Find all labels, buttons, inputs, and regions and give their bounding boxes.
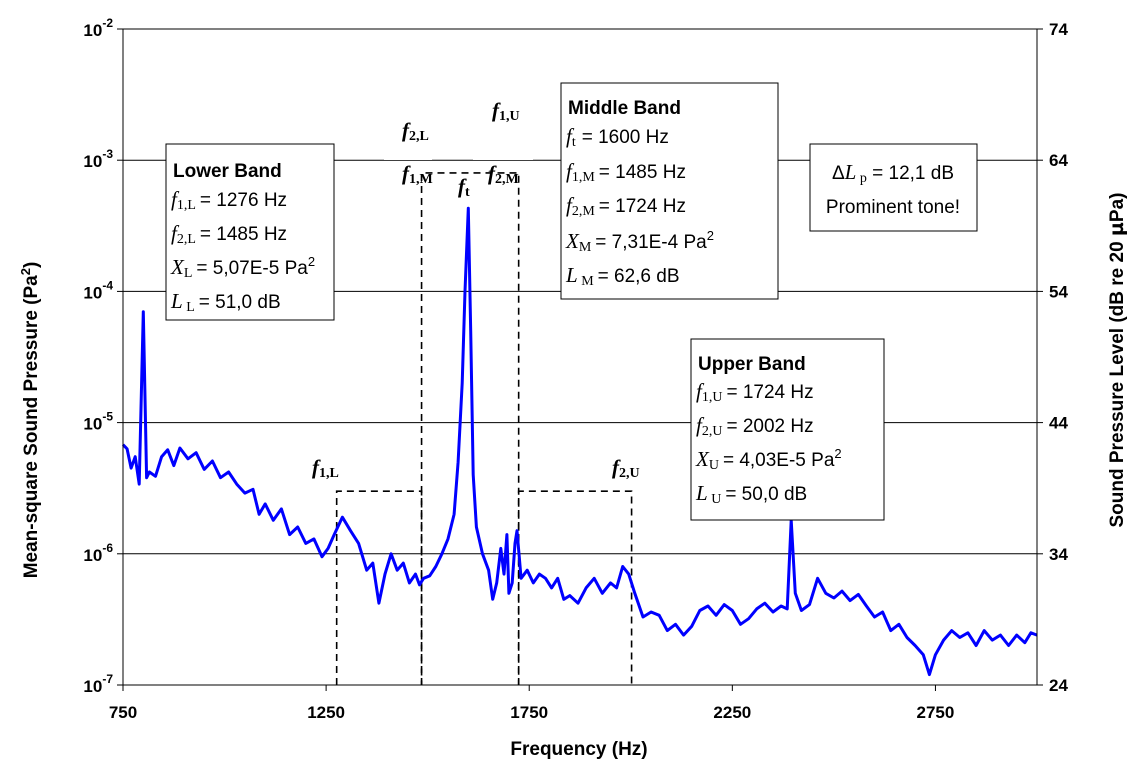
- plot-frame: [122, 28, 1038, 686]
- axis-ticks: 750 1250 1750 2250 2750 10-7 10-6 10-5 10-4 10-3 1…: [83, 16, 1068, 722]
- svg-text:L L= 51,0 dB: L L = 51,0 dB: [170, 289, 281, 315]
- svg-text:f2,M= 1724 Hz: f2,M = 1724 Hz: [566, 193, 686, 219]
- label-f1M: f1,M: [402, 161, 433, 187]
- band-outline-middle: [420, 172, 520, 685]
- x-tick-label: 2250: [713, 703, 751, 722]
- y-right-tick-label: 74: [1049, 20, 1068, 39]
- y-right-tick-label: 24: [1049, 676, 1068, 695]
- svg-text:f1,U= 1724 Hz: f1,U = 1724 Hz: [696, 379, 814, 405]
- x-tick-label: 1750: [510, 703, 548, 722]
- middle-band-annotation: Middle Band ft = 1600 Hz f1,M = 1485 Hz f2…: [560, 82, 779, 300]
- label-f2U: f2,U: [612, 455, 640, 481]
- label-ft: ft: [458, 174, 470, 200]
- svg-text:XL= 5,07E-5 Pa2: XL = 5,07E-5 Pa2: [170, 254, 315, 281]
- label-f1U: f1,U: [492, 98, 520, 124]
- svg-text:L M= 62,6 dB: L M = 62,6 dB: [565, 263, 680, 289]
- svg-text:XM= 7,31E-4 Pa2: XM = 7,31E-4 Pa2: [565, 228, 714, 255]
- y-right-tick-label: 64: [1049, 151, 1068, 170]
- svg-text:ft= 1600 Hz: ft = 1600 Hz: [566, 124, 669, 150]
- svg-text:f2,L= 1485 Hz: f2,L = 1485 Hz: [171, 221, 287, 247]
- label-f2L: f2,L: [402, 118, 429, 144]
- band-outline-lower: [335, 490, 423, 685]
- y-axis-title-right: Sound Pressure Level (dB re 20 µPa): [1106, 192, 1128, 527]
- y-left-tick-label: 10-6: [83, 541, 113, 565]
- y-axis-title-left: Mean-square Sound Pressure (Pa2): [18, 262, 42, 579]
- x-tick-label: 750: [109, 703, 137, 722]
- series-line: [121, 206, 1038, 677]
- svg-text:XU= 4,03E-5 Pa2: XU = 4,03E-5 Pa2: [695, 446, 842, 473]
- svg-text:f2,U= 2002 Hz: f2,U = 2002 Hz: [696, 413, 814, 439]
- y-right-tick-label: 34: [1049, 545, 1068, 564]
- svg-text:Upper Band: Upper Band: [698, 354, 806, 375]
- y-left-tick-label: 10-2: [83, 16, 113, 40]
- band-outline-upper: [517, 490, 633, 685]
- upper-band-annotation: Upper Band f1,U = 1724 Hz f2,U = 2002 Hz X…: [690, 338, 885, 521]
- y-left-tick-label: 10-3: [83, 147, 113, 171]
- freq-labels: f1,L f2,L f1,M f1,U f2,M ft f2,U: [312, 98, 640, 481]
- y-left-tick-label: 10-4: [83, 278, 113, 302]
- x-tick-label: 1250: [307, 703, 345, 722]
- svg-text:f1,L= 1276 Hz: f1,L = 1276 Hz: [171, 187, 287, 213]
- svg-text:ΔL p = 12,1 dB: ΔL p = 12,1 dB: [832, 160, 954, 186]
- x-tick-label: 2750: [917, 703, 955, 722]
- y-right-tick-label: 54: [1049, 282, 1068, 301]
- svg-text:Lower Band: Lower Band: [173, 161, 282, 182]
- svg-text:Prominent tone!: Prominent tone!: [826, 197, 960, 218]
- y-right-tick-label: 44: [1049, 414, 1068, 433]
- band-outlines: [335, 172, 633, 685]
- label-f1L: f1,L: [312, 455, 339, 481]
- lower-band-annotation: Lower Band f1,L = 1276 Hz f2,L = 1485 Hz X…: [165, 143, 335, 321]
- svg-text:L U= 50,0 dB: L U = 50,0 dB: [695, 481, 807, 507]
- label-f2M: f2,M: [488, 161, 519, 187]
- x-axis-title: Frequency (Hz): [510, 739, 647, 760]
- svg-text:Middle Band: Middle Band: [568, 98, 681, 119]
- y-left-tick-label: 10-7: [83, 672, 113, 696]
- y-left-tick-label: 10-5: [83, 410, 113, 434]
- delta-annotation: ΔL p = 12,1 dB Prominent tone!: [809, 143, 978, 232]
- svg-text:f1,M= 1485 Hz: f1,M = 1485 Hz: [566, 159, 686, 185]
